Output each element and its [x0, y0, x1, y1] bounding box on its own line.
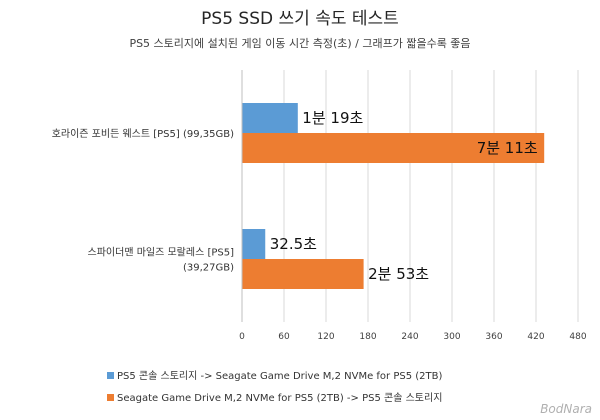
data-label: 7분 11초: [477, 139, 538, 157]
x-tick-label: 360: [485, 332, 502, 342]
legend-swatch: [107, 372, 114, 379]
data-label: 2분 53초: [368, 265, 429, 283]
legend: PS5 콘솔 스토리지 -> Seagate Game Drive M,2 NV…: [107, 370, 442, 404]
bar: [242, 133, 545, 163]
bar: [242, 229, 266, 259]
x-tick-label: 180: [359, 332, 376, 342]
x-tick-label: 0: [239, 332, 245, 342]
data-label: 32.5초: [270, 235, 317, 253]
bar: [242, 103, 298, 133]
bar: [242, 259, 364, 289]
chart-title: PS5 SSD 쓰기 속도 테스트: [201, 9, 399, 29]
x-tick-label: 480: [569, 332, 586, 342]
category-label: 스파이더맨 마일즈 모랄레스 [PS5]: [88, 246, 235, 259]
x-tick-label: 420: [527, 332, 544, 342]
x-tick-label: 240: [401, 332, 418, 342]
legend-entry: Seagate Game Drive M,2 NVMe for PS5 (2TB…: [117, 392, 442, 404]
legend-swatch: [107, 394, 114, 401]
chart-subtitle: PS5 스토리지에 설치된 게임 이동 시간 측정(초) / 그래프가 짧을수록…: [129, 36, 470, 50]
plot-area: 0 60 120 180 240 300 360 420 480 호라이즌 포비든 웨스트 [PS…: [52, 70, 587, 342]
x-tick-label: 60: [278, 332, 290, 342]
category-label: (39,27GB): [183, 263, 234, 274]
data-label: 1분 19초: [302, 109, 363, 127]
x-tick-label: 300: [443, 332, 460, 342]
watermark-logo: BodNara: [540, 402, 592, 416]
category-label: 호라이즌 포비든 웨스트 [PS5] (99,35GB): [52, 128, 234, 140]
x-tick-label: 120: [317, 332, 334, 342]
legend-entry: PS5 콘솔 스토리지 -> Seagate Game Drive M,2 NV…: [117, 370, 442, 382]
